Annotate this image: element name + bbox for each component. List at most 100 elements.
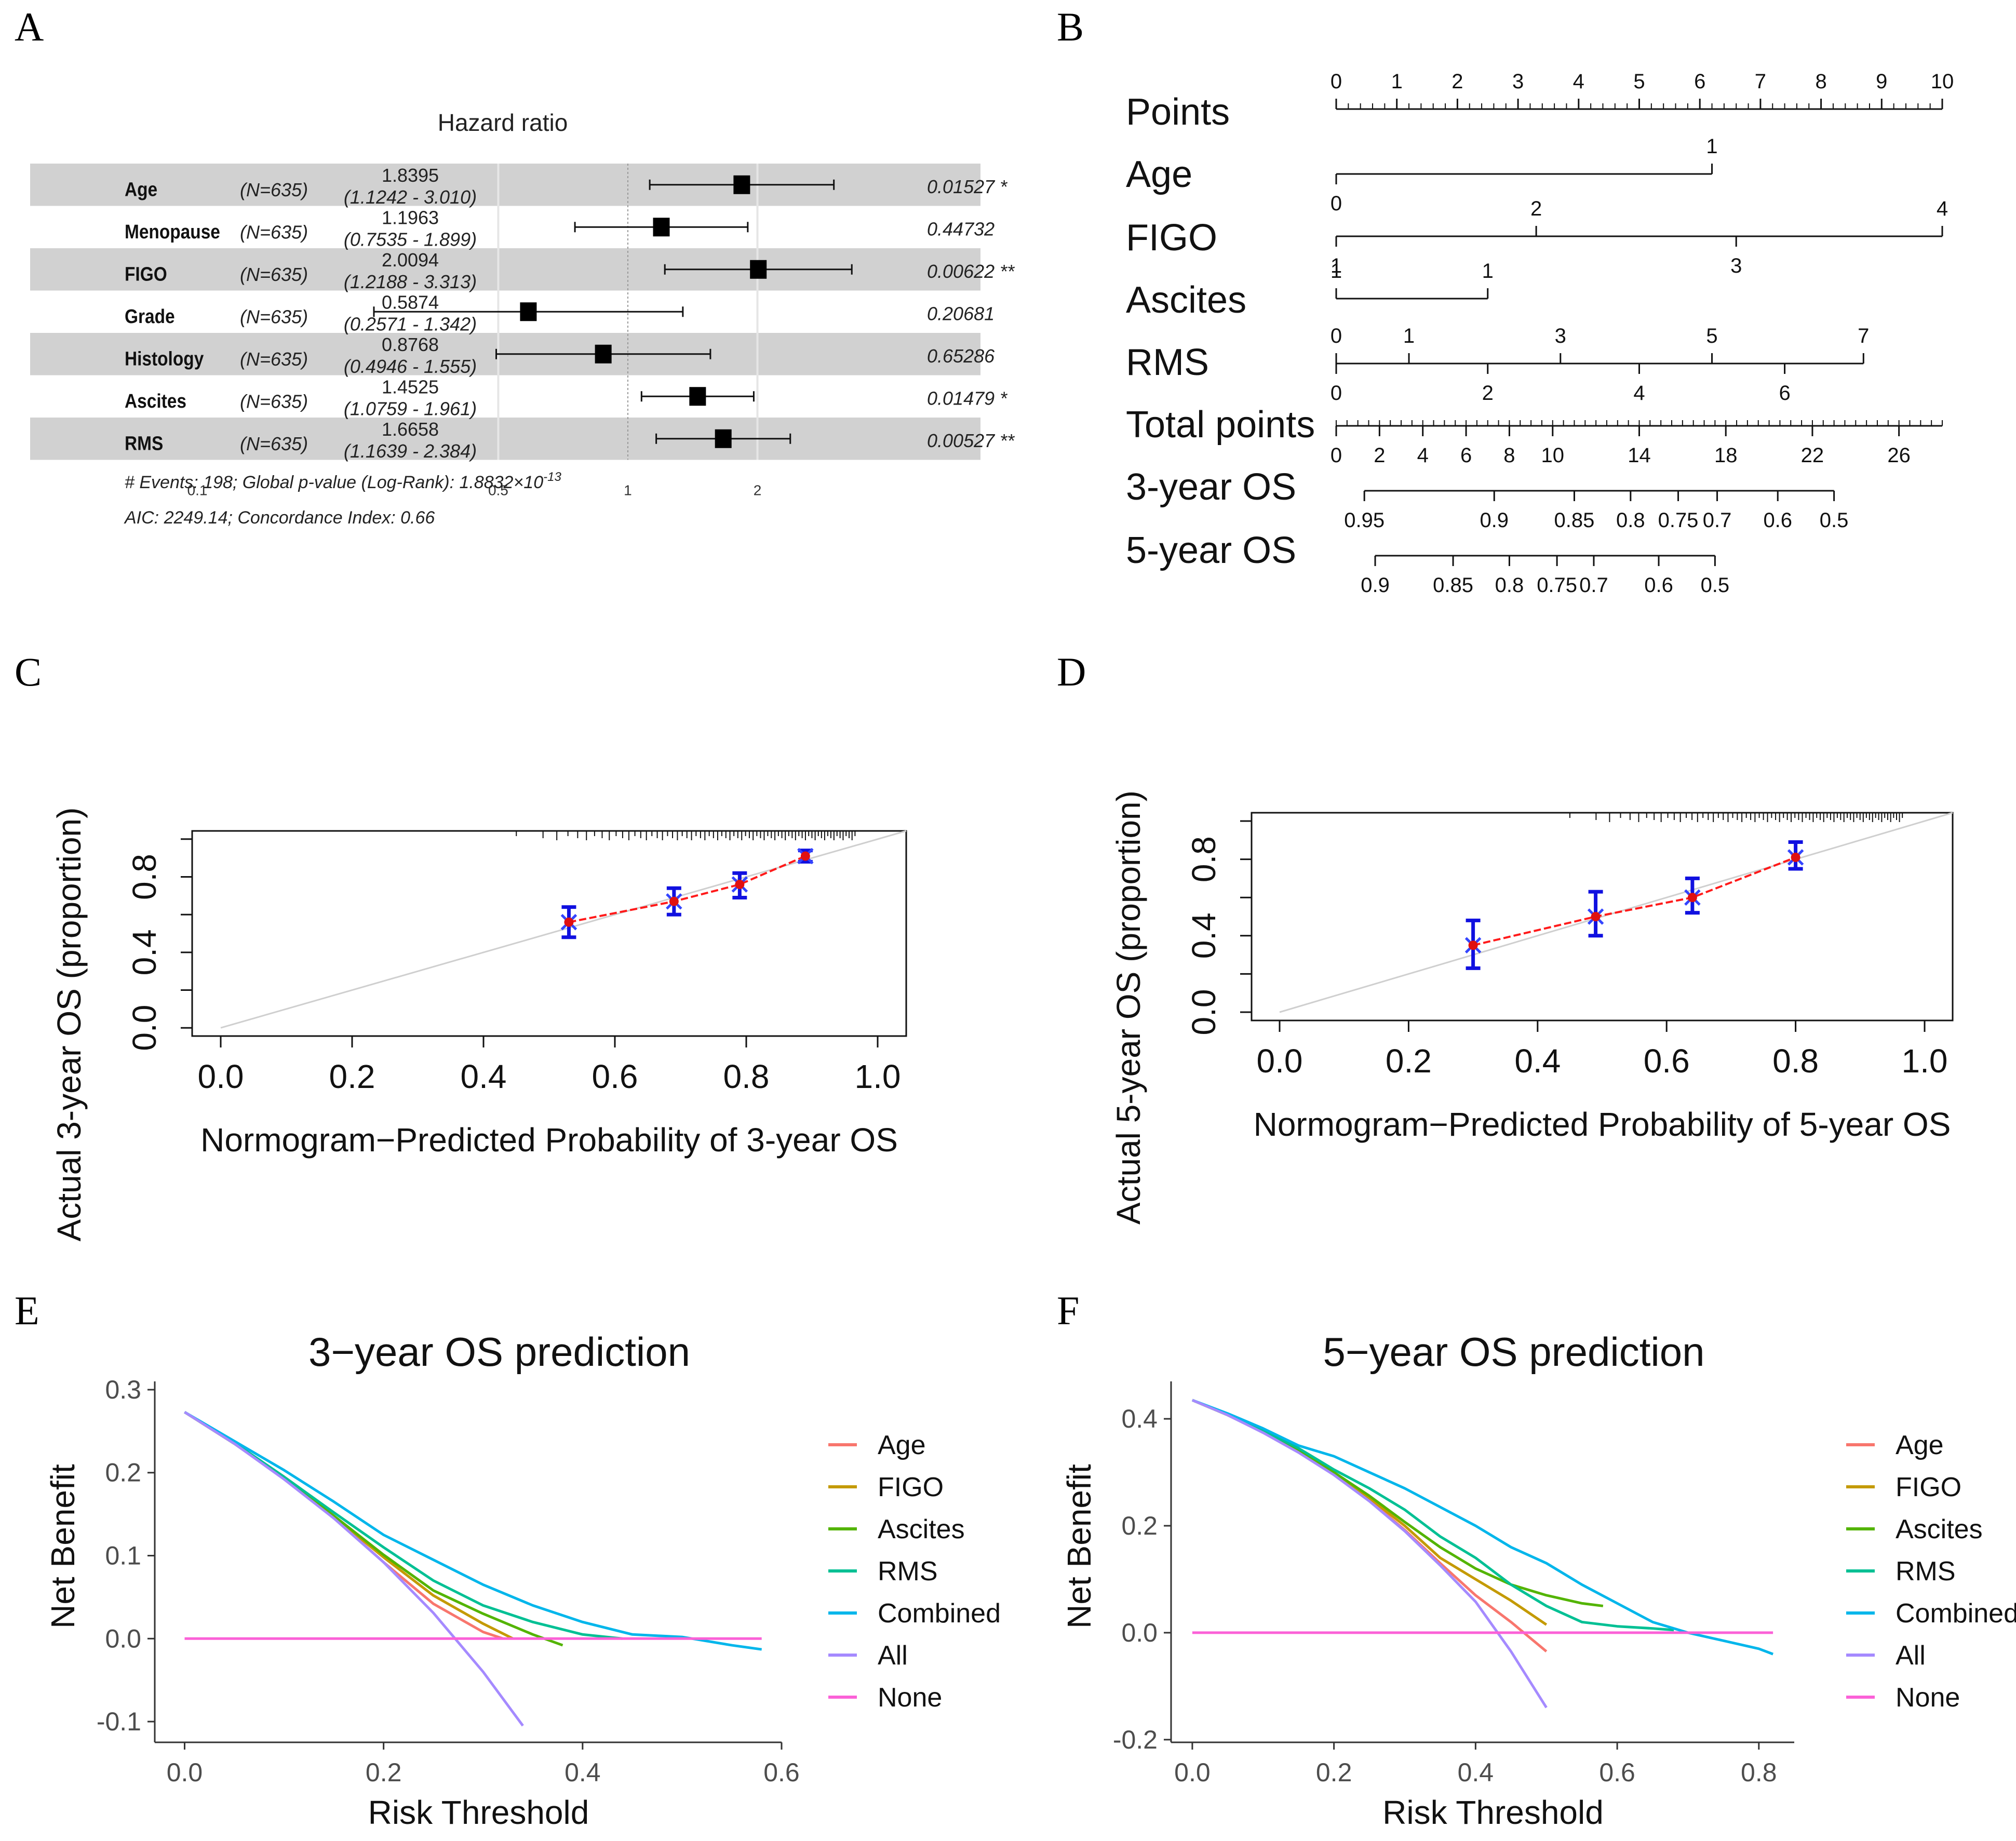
- nomogram-tick-label: 0: [1330, 192, 1342, 215]
- forest-ci-label: (1.2188 - 3.313): [344, 271, 477, 292]
- nomogram-tick-label: 4: [1417, 444, 1429, 467]
- nomogram-tick-label: 6: [1779, 382, 1790, 405]
- dca-y-axis-title: Net Benefit: [44, 1464, 82, 1629]
- dca-series-line-combined: [184, 1410, 762, 1651]
- calibration-point: [800, 851, 810, 861]
- forest-p-value: 0.00622 **: [927, 261, 1015, 282]
- dca-series-line-all: [184, 1410, 524, 1727]
- forest-title: Hazard ratio: [438, 109, 568, 136]
- nomogram-tick-label: 1: [1330, 254, 1342, 277]
- nomogram-tick-label: 3: [1730, 254, 1742, 277]
- calibration-y-axis-title: Actual 3-year OS (proportion): [50, 808, 88, 1242]
- dca-legend-label: RMS: [1896, 1556, 1956, 1587]
- dca-y-tick-label: 0.0: [1121, 1618, 1158, 1647]
- nomogram-tick-label: 4: [1633, 382, 1645, 405]
- nomogram-tick-label: 8: [1503, 444, 1515, 467]
- calibration-plot-panel-d: 0.0 0.2 0.4 0.6 0.8 1.0 0.0 0.4 0.8 Normogram−Pre…: [1110, 790, 1954, 1225]
- nomogram-tick-label: 0: [1330, 70, 1342, 93]
- nomogram-tick-label: 8: [1815, 70, 1826, 93]
- dca-legend-label: All: [1896, 1641, 1926, 1671]
- panel-letter-e: E: [15, 1288, 39, 1333]
- forest-row-band: [30, 418, 980, 460]
- dca-y-tick-label: 0.0: [105, 1624, 141, 1653]
- dca-y-tick-label: 0.3: [105, 1375, 141, 1404]
- dca-x-tick-label: 0.2: [366, 1758, 402, 1787]
- dca-legend-label: All: [878, 1641, 908, 1671]
- nomogram-tick-label: 6: [1460, 444, 1472, 467]
- dca-series-line-ascites: [1191, 1399, 1604, 1607]
- dca-x-tick-label: 0.0: [1174, 1758, 1211, 1787]
- forest-variable-label: Grade: [125, 305, 175, 327]
- nomogram-tick-label: 0.6: [1644, 574, 1673, 597]
- decision-curve-panel-f: 0.0 0.2 0.4 0.6 0.8 -0.2 0.0 0.2 0.4 Risk Thresho…: [1060, 1329, 2016, 1831]
- dca-x-tick-label: 0.2: [1316, 1758, 1352, 1787]
- dca-legend-label: FIGO: [1896, 1472, 1961, 1502]
- nomogram-tick-label: 1: [1330, 260, 1342, 283]
- forest-point-estimate: [689, 387, 706, 406]
- nomogram-tick-label: 22: [1801, 444, 1824, 467]
- forest-ci-label: (1.1242 - 3.010): [344, 186, 477, 208]
- forest-n-label: (N=635): [240, 433, 308, 454]
- nomogram-row-label: FIGO: [1126, 217, 1217, 259]
- nomogram-tick-label: 0.8: [1495, 574, 1524, 597]
- forest-variable-label: Histology: [125, 348, 204, 370]
- dca-y-tick-label: -0.1: [97, 1707, 141, 1736]
- forest-p-value: 0.00527 **: [927, 430, 1015, 451]
- forest-p-value: 0.01527 *: [927, 176, 1007, 197]
- nomogram-tick-label: 5: [1633, 70, 1645, 93]
- dca-legend-label: Ascites: [1896, 1514, 1983, 1544]
- calibration-y-tick-label: 0.0: [1185, 989, 1222, 1036]
- forest-hr-value: 1.8395: [382, 165, 439, 186]
- dca-legend-label: Combined: [1896, 1598, 2016, 1629]
- calibration-x-tick-label: 0.4: [461, 1058, 507, 1095]
- nomogram-tick-label: 7: [1755, 70, 1766, 93]
- forest-axis-tick-label: 0.5: [488, 482, 508, 499]
- nomogram-tick-label: 9: [1876, 70, 1887, 93]
- panel-letter-b: B: [1057, 4, 1084, 49]
- dca-legend-label: Ascites: [878, 1514, 965, 1544]
- forest-ci-label: (1.1639 - 2.384): [344, 440, 477, 462]
- dca-legend-label: None: [878, 1683, 942, 1713]
- forest-point-estimate: [653, 218, 670, 237]
- nomogram-tick-label: 5: [1706, 325, 1717, 347]
- nomogram-tick-label: 6: [1694, 70, 1705, 93]
- calibration-point: [564, 917, 574, 927]
- calibration-plot-panel-c: 0.0 0.2 0.4 0.6 0.8 1.0 0.0 0.4 0.8 Normogram−Pre…: [50, 808, 907, 1242]
- panel-letter-a: A: [15, 4, 44, 49]
- dca-legend-label: Age: [878, 1430, 926, 1460]
- calibration-y-tick-label: 0.4: [1185, 912, 1222, 959]
- calibration-curve: [1473, 856, 1796, 947]
- forest-point-estimate: [733, 175, 750, 194]
- dca-x-axis-title: Risk Threshold: [368, 1794, 589, 1831]
- forest-footer-aic: AIC: 2249.14; Concordance Index: 0.66: [124, 508, 435, 528]
- calibration-y-tick-label: 0.8: [126, 854, 163, 900]
- nomogram-tick-label: 0.5: [1701, 574, 1730, 597]
- dca-series-line-figo: [1191, 1399, 1548, 1626]
- forest-point-estimate: [520, 302, 537, 321]
- nomogram-tick-label: 26: [1887, 444, 1911, 467]
- calibration-x-tick-label: 0.4: [1514, 1042, 1561, 1080]
- forest-variable-label: RMS: [125, 433, 163, 454]
- forest-axis-tick-label: 1: [624, 482, 632, 499]
- calibration-point: [669, 896, 679, 906]
- nomogram-row-label: Total points: [1126, 404, 1315, 446]
- nomogram-tick-label: 0.75: [1658, 509, 1699, 532]
- nomogram-tick-label: 3: [1555, 325, 1566, 347]
- forest-hr-value: 0.8768: [382, 334, 439, 355]
- calibration-x-axis-title: Normogram−Predicted Probability of 5-yea…: [1254, 1106, 1951, 1143]
- dca-y-axis-title: Net Benefit: [1060, 1464, 1098, 1629]
- nomogram-tick-label: 10: [1541, 444, 1565, 467]
- forest-point-estimate: [595, 344, 612, 364]
- nomogram-tick-label: 0.75: [1537, 574, 1577, 597]
- calibration-x-axis-title: Normogram−Predicted Probability of 3-yea…: [200, 1121, 898, 1159]
- calibration-x-tick-label: 1.0: [855, 1058, 901, 1095]
- dca-legend-label: Combined: [878, 1598, 1001, 1629]
- calibration-point: [735, 880, 745, 890]
- forest-hr-value: 2.0094: [382, 249, 439, 271]
- nomogram-tick-label: 1: [1391, 70, 1403, 93]
- forest-ci-label: (0.7535 - 1.899): [344, 229, 477, 250]
- calibration-plot-frame: [1251, 812, 1954, 1022]
- dca-series-line-rms: [1191, 1399, 1674, 1632]
